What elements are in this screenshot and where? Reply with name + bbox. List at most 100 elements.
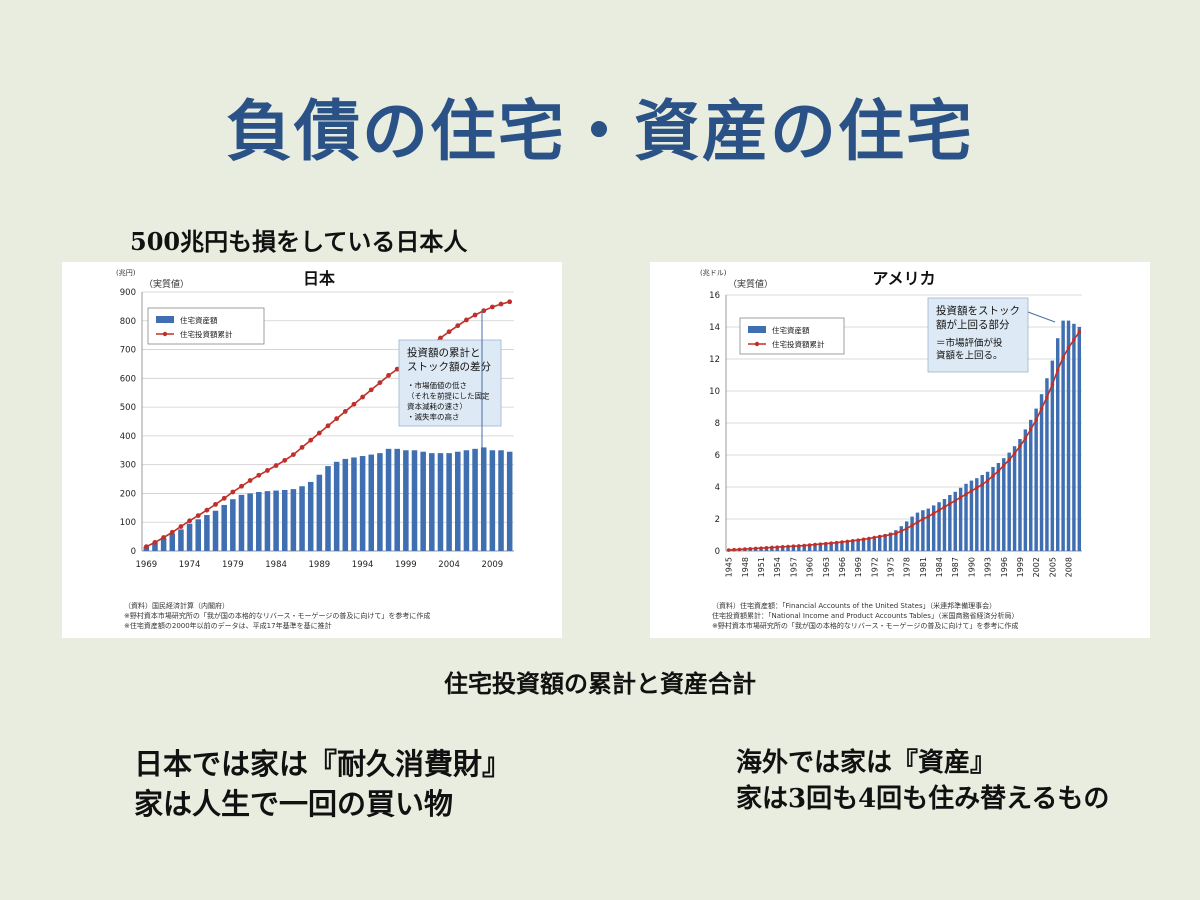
jp-value-label: （実質値） [144, 278, 189, 290]
usa-chart: アメリカ (兆ドル)（実質値） 0 2 4 6 8 10 12 14 16 1945 1948 1951 1… [700, 268, 1082, 630]
jp-line-point [498, 301, 504, 307]
us-bar [899, 526, 904, 551]
us-line-point [1023, 436, 1028, 440]
jp-line-point [489, 304, 495, 310]
us-bar [813, 545, 817, 551]
jp-bar [316, 474, 323, 551]
jp-y-tick-label: 200 [120, 489, 136, 499]
us-x-tick-label: 2005 [1048, 557, 1057, 577]
jp-bar [411, 450, 418, 551]
us-line-point [975, 486, 979, 490]
us-line-point [856, 538, 860, 542]
us-x-tick-label: 1963 [822, 557, 831, 577]
jp-line-point [308, 437, 314, 443]
us-line-point [910, 523, 914, 528]
jp-bar [429, 453, 435, 551]
jp-line-point [464, 317, 469, 323]
us-line-point [850, 538, 855, 543]
jp-bar [325, 466, 331, 551]
us-line-point [743, 547, 747, 551]
us-bar [818, 544, 823, 551]
us-line-point [1012, 451, 1017, 456]
jp-line-point [368, 387, 374, 393]
us-bar [991, 467, 995, 551]
slide-title: 負債の住宅・資産の住宅 [226, 92, 974, 170]
jp-line-point [282, 457, 288, 463]
jp-line-point [169, 529, 175, 535]
us-x-tick-label: 1978 [903, 557, 912, 577]
us-line-point [1055, 368, 1060, 372]
us-line-point [823, 541, 828, 546]
us-bar [1066, 320, 1071, 551]
us-annotation-text: 額が上回る部分 [936, 318, 1010, 331]
us-legend-bar-swatch [748, 326, 766, 333]
jp-bar [307, 481, 314, 551]
jp-source-note: （資料）国民経済計算（内閣府） [124, 601, 229, 610]
jp-annotation-note: ・市場価値の低さ [407, 380, 467, 390]
jp-bar [351, 457, 357, 551]
us-x-tick-label: 2002 [1032, 557, 1041, 577]
us-bar [931, 505, 936, 551]
us-bar [910, 516, 914, 551]
us-x-tick-label: 1972 [870, 557, 879, 577]
us-bar [980, 475, 984, 551]
us-x-tick-label: 1990 [967, 557, 976, 577]
jp-line-point [161, 535, 167, 540]
jp-bar [489, 450, 496, 551]
us-line-point [904, 526, 909, 531]
us-bar [1002, 458, 1006, 551]
us-x-tick-label: 1960 [806, 557, 815, 577]
jp-bar [333, 461, 340, 551]
us-line-point [894, 531, 898, 536]
us-line-point [753, 546, 758, 551]
us-bar [851, 541, 855, 551]
us-bar [921, 510, 925, 551]
us-line-point [1061, 355, 1065, 360]
jp-legend-bar-label: 住宅資産額 [180, 315, 218, 325]
us-y-tick-label: 14 [709, 323, 720, 333]
us-bar [985, 471, 990, 551]
us-bar [791, 546, 796, 551]
us-bar [775, 547, 779, 551]
jp-line-point [239, 483, 244, 489]
jp-x-tick-label: 1974 [179, 560, 201, 570]
us-bar [996, 463, 1001, 551]
us-line-point [991, 474, 995, 478]
us-bar [883, 534, 887, 551]
jp-bar [299, 486, 305, 551]
us-line-point [770, 545, 774, 550]
jp-annotation-note: 資本減耗の速さ） [407, 401, 467, 411]
jp-line-point [204, 507, 210, 513]
us-y-tick-label: 10 [709, 387, 720, 397]
us-bar [856, 540, 860, 551]
us-chart-title: アメリカ [872, 269, 935, 288]
jp-chart-title: 日本 [303, 269, 335, 288]
jp-bar [394, 448, 400, 551]
us-bar [1034, 408, 1038, 551]
us-line-point [834, 540, 839, 545]
left-line-1: 日本では家は『耐久消費財』 [134, 747, 512, 781]
us-bar [937, 502, 941, 551]
jp-bar [498, 450, 504, 551]
us-x-tick-label: 1999 [1016, 557, 1025, 577]
us-legend-line-marker [754, 341, 760, 347]
jp-bar [230, 499, 236, 551]
us-bar [1050, 360, 1055, 551]
us-bar [1077, 327, 1082, 551]
jp-line-point [316, 430, 322, 436]
us-line-point [840, 540, 844, 544]
us-line-point [1034, 418, 1038, 422]
jp-bar [273, 490, 279, 551]
jp-bar [377, 453, 383, 551]
jp-line-point [143, 544, 149, 550]
us-source-note: （資料）住宅資産額：「Financial Accounts of the Uni… [712, 601, 996, 610]
us-bar [888, 532, 893, 551]
us-bar [867, 538, 871, 551]
us-bar [926, 508, 930, 551]
jp-y-tick-label: 500 [120, 403, 136, 413]
jp-bar [264, 491, 271, 551]
jp-line-point [394, 366, 400, 372]
us-bar [1072, 323, 1076, 551]
jp-line-point [290, 452, 296, 457]
us-bar [872, 537, 877, 551]
